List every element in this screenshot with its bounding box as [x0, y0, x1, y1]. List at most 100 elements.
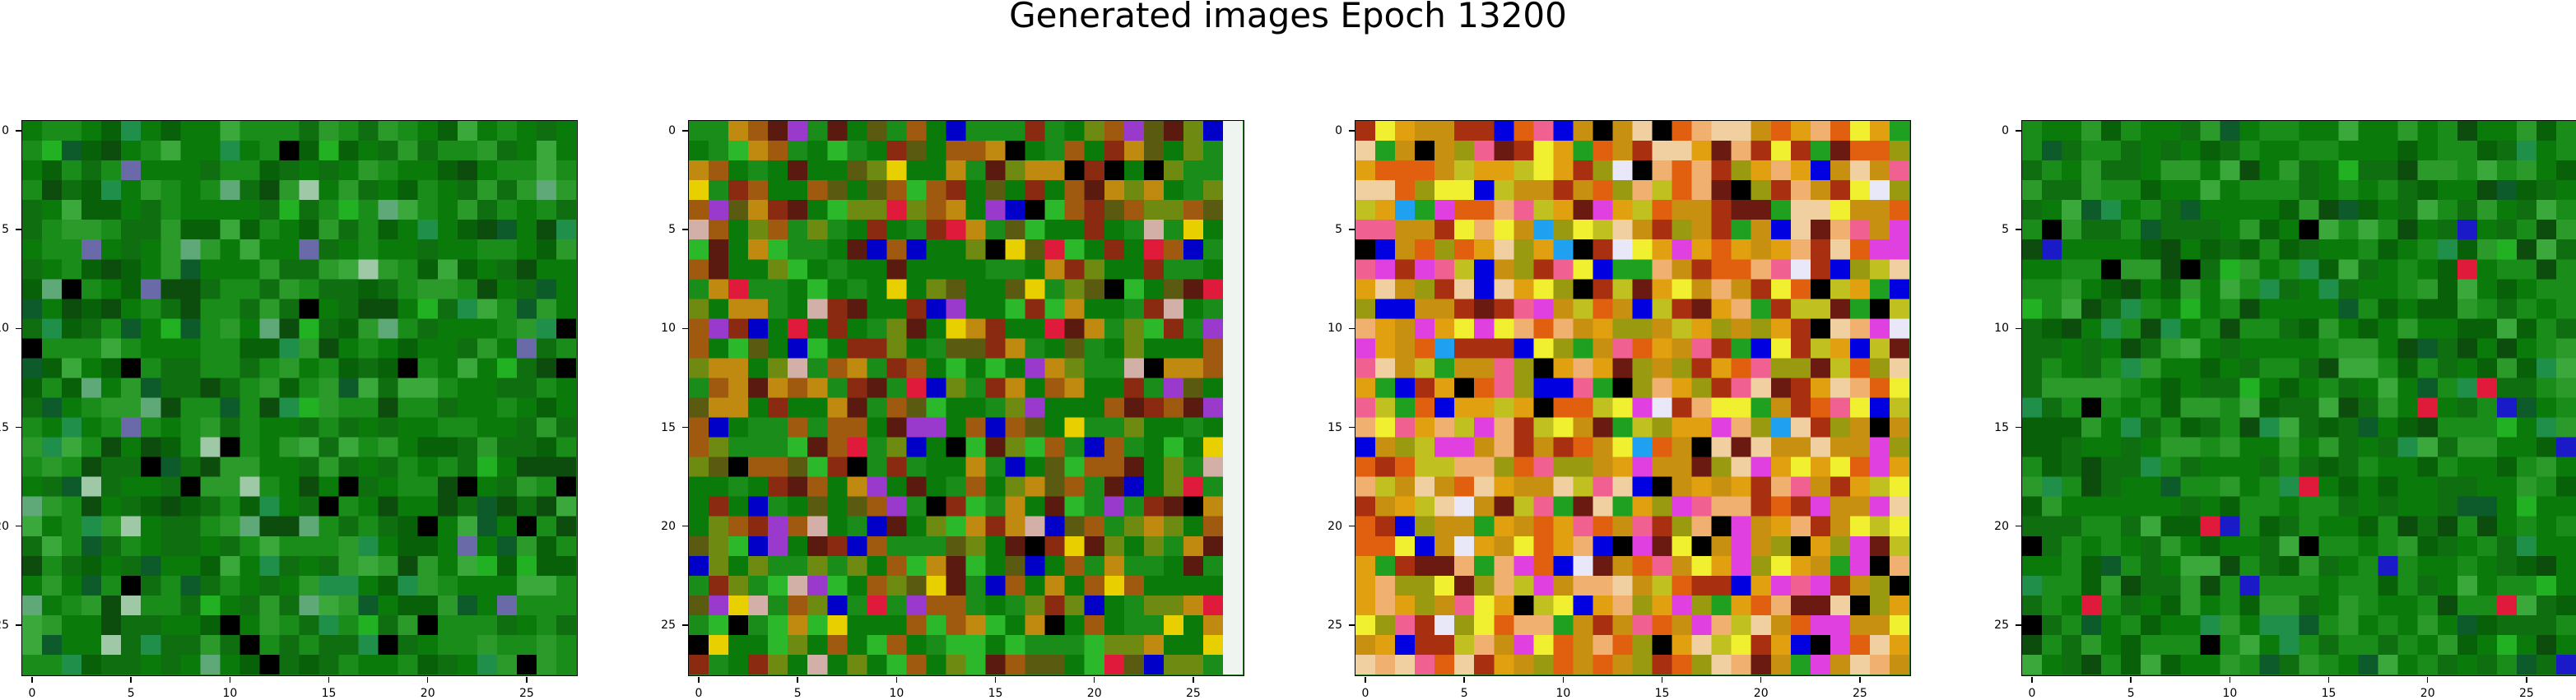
x-tick [31, 677, 33, 683]
y-tick-label: 0 [668, 124, 676, 138]
x-tick-label: 10 [1555, 687, 1571, 700]
x-tick-label: 10 [889, 687, 904, 700]
x-tick [895, 677, 898, 683]
generated-image [1355, 121, 1909, 675]
y-tick-label: 5 [2002, 223, 2009, 237]
x-tick-label: 0 [28, 687, 36, 700]
y-tick [682, 130, 688, 132]
x-tick-label: 20 [2420, 687, 2435, 700]
generated-image-panel: 0 0 5 5 10 10 15 15 20 20 25 25 [1328, 120, 1911, 700]
x-tick [1661, 677, 1663, 683]
generated-image-panel: 0 0 5 5 10 10 15 15 20 20 25 25 [1994, 120, 2576, 700]
y-tick-label: 15 [1328, 420, 1342, 434]
x-tick [2130, 677, 2132, 683]
y-tick [16, 229, 21, 230]
x-tick [994, 677, 997, 683]
y-tick-label: 25 [1328, 618, 1342, 632]
y-tick [16, 525, 21, 527]
y-tick [16, 426, 21, 429]
x-tick-label: 25 [2518, 687, 2534, 700]
y-tick [1349, 327, 1355, 330]
y-tick [1349, 229, 1355, 230]
x-tick [1193, 677, 1194, 683]
x-tick [1859, 677, 1861, 683]
y-tick [682, 327, 688, 330]
generated-image [22, 121, 576, 675]
x-tick-label: 15 [988, 687, 1003, 700]
generated-image-panel: 0 0 5 5 10 10 15 15 20 20 25 25 [0, 120, 578, 700]
generated-image [689, 121, 1243, 675]
y-tick-label: 10 [1994, 322, 2009, 336]
x-tick-label: 20 [1753, 687, 1769, 700]
x-tick [328, 677, 330, 683]
y-tick [682, 624, 688, 626]
y-tick-label: 25 [0, 618, 9, 632]
y-tick-label: 20 [1994, 519, 2009, 533]
x-tick-label: 5 [793, 687, 802, 700]
y-tick-label: 20 [661, 519, 676, 533]
y-tick [16, 624, 21, 626]
x-tick-label: 10 [222, 687, 238, 700]
x-tick [526, 677, 528, 683]
y-tick-label: 10 [1328, 322, 1342, 336]
y-tick [1349, 624, 1355, 626]
x-tick-label: 5 [1460, 687, 1468, 700]
y-tick-label: 0 [1335, 124, 1342, 138]
y-tick [2016, 525, 2021, 527]
y-tick [1349, 426, 1355, 429]
x-tick-label: 25 [1852, 687, 1867, 700]
x-tick-label: 10 [2222, 687, 2238, 700]
y-tick [2016, 426, 2021, 429]
x-tick-label: 0 [695, 687, 703, 700]
x-tick-label: 5 [127, 687, 135, 700]
y-tick-label: 15 [0, 420, 9, 434]
x-tick [1562, 677, 1565, 683]
y-tick [2016, 624, 2021, 626]
x-tick-label: 15 [1654, 687, 1670, 700]
y-tick-label: 15 [661, 420, 676, 434]
x-tick [1093, 677, 1095, 683]
x-tick [2426, 677, 2429, 683]
x-tick-label: 15 [321, 687, 337, 700]
y-tick [682, 426, 688, 429]
y-tick-label: 15 [1994, 420, 2009, 434]
x-tick [1760, 677, 1762, 683]
y-tick [2016, 327, 2021, 330]
x-tick-label: 25 [1185, 687, 1201, 700]
x-tick [1365, 677, 1366, 683]
y-tick [16, 130, 21, 132]
x-tick [426, 677, 429, 683]
figure-title: Generated images Epoch 13200 [1009, 0, 1567, 35]
generated-image [2022, 121, 2576, 675]
y-tick [1349, 525, 1355, 527]
generated-image-panel: 0 0 5 5 10 10 15 15 20 20 25 25 [661, 120, 1244, 700]
y-tick [682, 525, 688, 527]
y-tick [2016, 229, 2021, 230]
y-tick-label: 5 [1335, 223, 1342, 237]
x-tick [2526, 677, 2527, 683]
x-tick-label: 25 [518, 687, 534, 700]
y-tick [682, 229, 688, 230]
y-tick-label: 5 [2, 223, 9, 237]
x-tick-label: 0 [1361, 687, 1369, 700]
x-tick [698, 677, 700, 683]
x-tick [2229, 677, 2231, 683]
y-tick-label: 25 [1994, 618, 2009, 632]
y-tick [2016, 130, 2021, 132]
y-tick [16, 327, 21, 330]
x-tick-label: 20 [420, 687, 435, 700]
x-tick [2327, 677, 2330, 683]
y-tick-label: 0 [2002, 124, 2009, 138]
x-tick [797, 677, 798, 683]
x-tick [229, 677, 231, 683]
y-tick-label: 10 [661, 322, 676, 336]
y-tick-label: 0 [2, 124, 9, 138]
x-tick-label: 20 [1086, 687, 1102, 700]
y-tick-label: 10 [0, 322, 9, 336]
y-tick-label: 5 [668, 223, 676, 237]
x-tick-label: 0 [2028, 687, 2036, 700]
x-tick-label: 15 [2321, 687, 2337, 700]
x-tick-label: 5 [2127, 687, 2135, 700]
y-tick-label: 20 [0, 519, 9, 533]
x-tick [1463, 677, 1465, 683]
